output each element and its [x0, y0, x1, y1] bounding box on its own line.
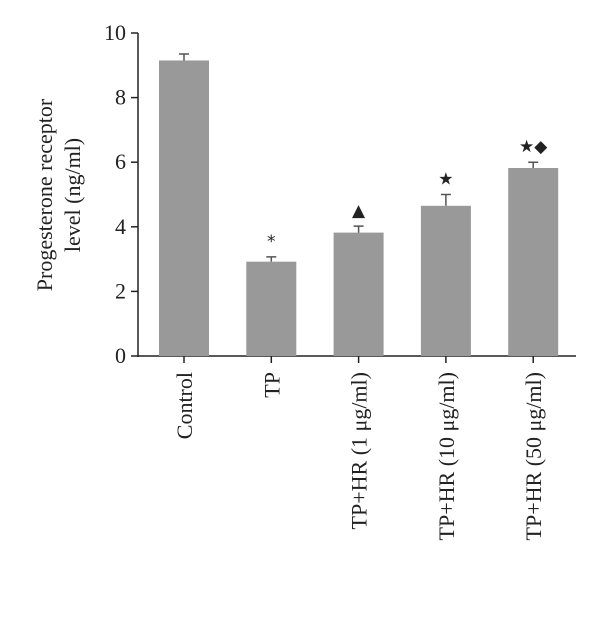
y-axis-label: level (ng/ml) [60, 138, 85, 252]
x-tick-label: TP+HR (50 μg/ml) [521, 372, 546, 540]
annotation: ★◆ [519, 137, 548, 157]
y-tick-label: 0 [115, 343, 126, 368]
y-tick-label: 6 [115, 149, 126, 174]
error-bar [353, 225, 364, 233]
error-bar [440, 193, 451, 206]
bar [420, 205, 471, 356]
error-bar [179, 53, 189, 61]
y-tick-label: 2 [115, 278, 126, 303]
x-tick-label: Control [172, 372, 197, 439]
annotation: ★ [438, 170, 453, 190]
bar [333, 232, 384, 356]
error-bar [266, 256, 277, 262]
y-axis-label: Progesterone receptor [32, 98, 57, 291]
y-tick-label: 4 [115, 214, 126, 239]
bar [246, 261, 297, 356]
error-bar [528, 161, 539, 169]
y-tick-label: 10 [104, 20, 126, 45]
bar [508, 168, 559, 356]
bar [159, 60, 209, 357]
annotation: ▲ [352, 201, 366, 221]
x-tick-label: TP [259, 372, 284, 398]
x-tick-label: TP+HR (10 μg/ml) [434, 372, 459, 540]
x-tick-label: TP+HR (1 μg/ml) [347, 372, 372, 529]
annotation: * [267, 232, 276, 252]
y-tick-label: 8 [115, 85, 126, 110]
